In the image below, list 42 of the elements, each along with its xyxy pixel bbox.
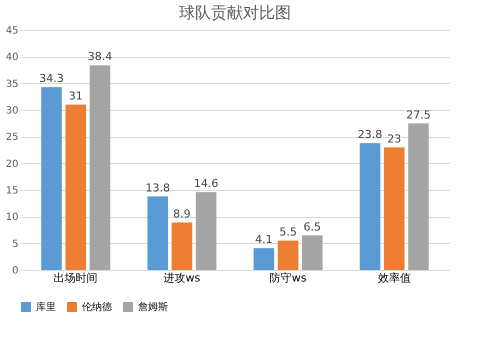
y-tick-label: 40 [6, 52, 18, 64]
bar [172, 222, 192, 270]
chart-title: 球队贡献对比图 [179, 3, 291, 22]
bar [41, 87, 62, 270]
data-label: 6.5 [304, 220, 322, 234]
data-label: 27.5 [406, 108, 431, 122]
data-label: 5.5 [279, 226, 297, 239]
data-label: 23.8 [358, 128, 382, 142]
x-tick-label: 防守ws [270, 272, 307, 284]
legend-label: 伦纳德 [82, 301, 112, 313]
y-tick-label: 0 [12, 266, 18, 276]
data-label: 38.4 [88, 50, 112, 64]
bar [65, 104, 86, 270]
bar [408, 123, 429, 270]
x-tick-label: 效率值 [378, 272, 411, 284]
bar [254, 248, 274, 270]
data-label: 14.6 [194, 177, 218, 190]
bar [278, 240, 298, 270]
y-tick-label: 25 [6, 132, 18, 144]
x-tick-label: 进攻ws [164, 272, 201, 284]
y-tick-label: 10 [6, 212, 18, 224]
y-tick-label: 5 [12, 238, 18, 250]
y-tick-label: 45 [6, 26, 18, 36]
data-label: 4.1 [255, 233, 273, 246]
x-tick-label: 出场时间 [54, 272, 98, 284]
data-label: 23 [387, 132, 402, 146]
bar [302, 235, 323, 270]
data-label: 8.9 [173, 208, 191, 221]
data-label: 13.8 [145, 181, 170, 194]
legend-label: 詹姆斯 [138, 301, 168, 313]
bar [147, 196, 168, 270]
bar [360, 143, 380, 270]
data-label: 31 [68, 90, 83, 103]
bar [384, 147, 405, 270]
data-label: 34.3 [39, 72, 64, 86]
y-tick-label: 20 [6, 158, 18, 170]
y-tick-label: 35 [6, 78, 18, 90]
legend-label: 库里 [36, 301, 56, 313]
bar [90, 65, 110, 270]
y-tick-label: 15 [6, 186, 18, 196]
bar [196, 192, 216, 270]
y-tick-label: 30 [6, 106, 18, 116]
